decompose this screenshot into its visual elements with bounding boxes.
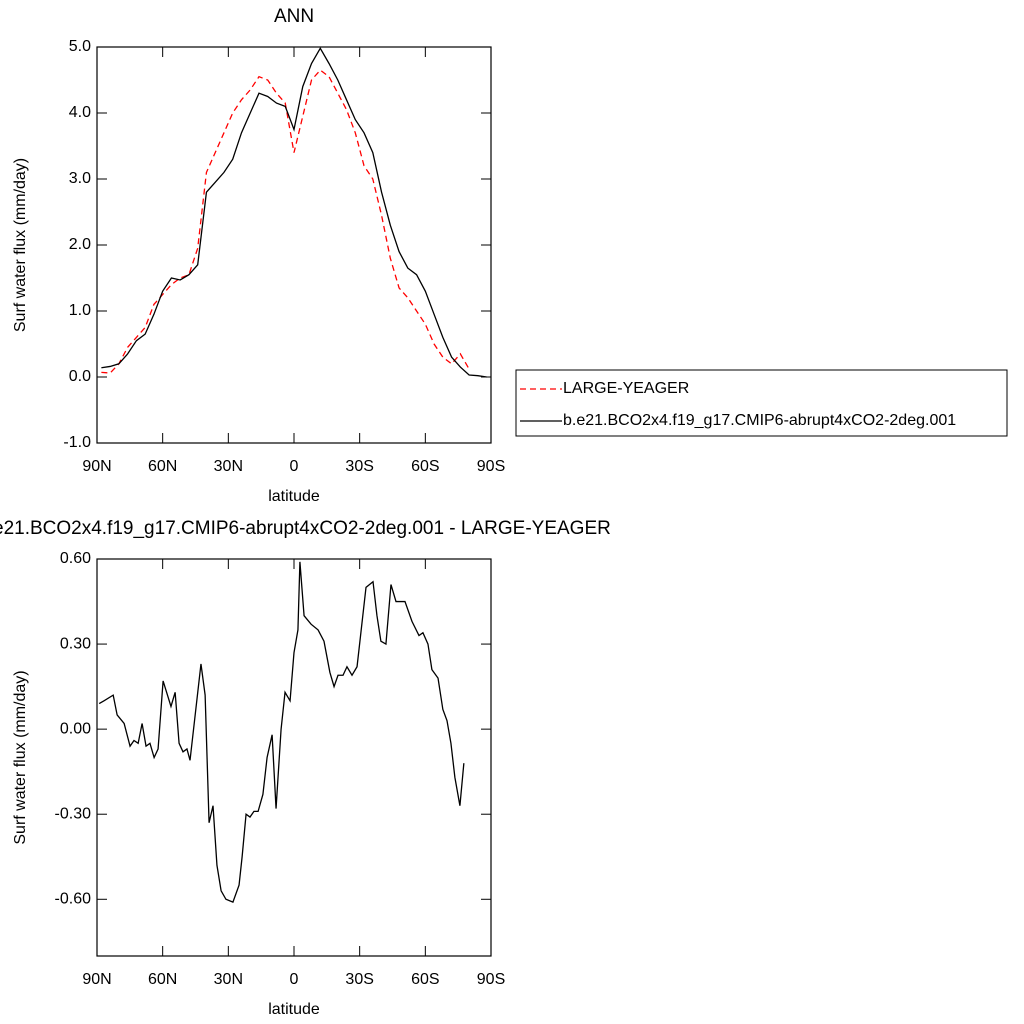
x-tick-label: 90N [82, 971, 111, 988]
x-tick-label: 30S [345, 458, 373, 475]
y-axis-label: Surf water flux (mm/day) [12, 158, 29, 332]
y-tick-label: 3.0 [69, 170, 91, 187]
y-tick-label: 4.0 [69, 104, 91, 121]
y-tick-label: 5.0 [69, 38, 91, 55]
y-tick-label: -0.60 [55, 891, 92, 908]
y-tick-label: 1.0 [69, 302, 91, 319]
x-axis-label: latitude [268, 488, 320, 505]
x-tick-label: 90N [82, 458, 111, 475]
data-line [98, 561, 465, 903]
x-tick-label: 90S [477, 458, 505, 475]
data-line [101, 69, 470, 374]
legend-box [515, 369, 1008, 437]
x-tick-label: 30N [214, 458, 243, 475]
y-tick-label: -0.30 [55, 805, 92, 822]
x-tick-label: 60N [148, 458, 177, 475]
y-tick-label: 0.30 [60, 635, 91, 652]
data-line [101, 47, 487, 378]
chart-title: ANN [274, 6, 314, 27]
x-axis-label: latitude [268, 1001, 320, 1018]
plot-frame [96, 558, 492, 957]
x-tick-label: 60S [411, 458, 439, 475]
legend-label: b.e21.BCO2x4.f19_g17.CMIP6-abrupt4xCO2-2… [563, 412, 956, 429]
y-axis-label: Surf water flux (mm/day) [12, 670, 29, 844]
x-tick-label: 0 [290, 458, 299, 475]
y-tick-label: 2.0 [69, 236, 91, 253]
y-tick-label: -1.0 [63, 434, 91, 451]
x-tick-label: 30N [214, 971, 243, 988]
x-tick-label: 60S [411, 971, 439, 988]
x-tick-label: 0 [290, 971, 299, 988]
y-tick-label: 0.0 [69, 368, 91, 385]
x-tick-label: 60N [148, 971, 177, 988]
y-tick-label: 0.00 [60, 720, 91, 737]
x-tick-label: 90S [477, 971, 505, 988]
legend-label: LARGE-YEAGER [563, 380, 689, 397]
y-tick-label: 0.60 [60, 550, 91, 567]
x-tick-label: 30S [345, 971, 373, 988]
chart-title: b.e21.BCO2x4.f19_g17.CMIP6-abrupt4xCO2-2… [0, 518, 611, 539]
plot-frame [96, 46, 492, 444]
